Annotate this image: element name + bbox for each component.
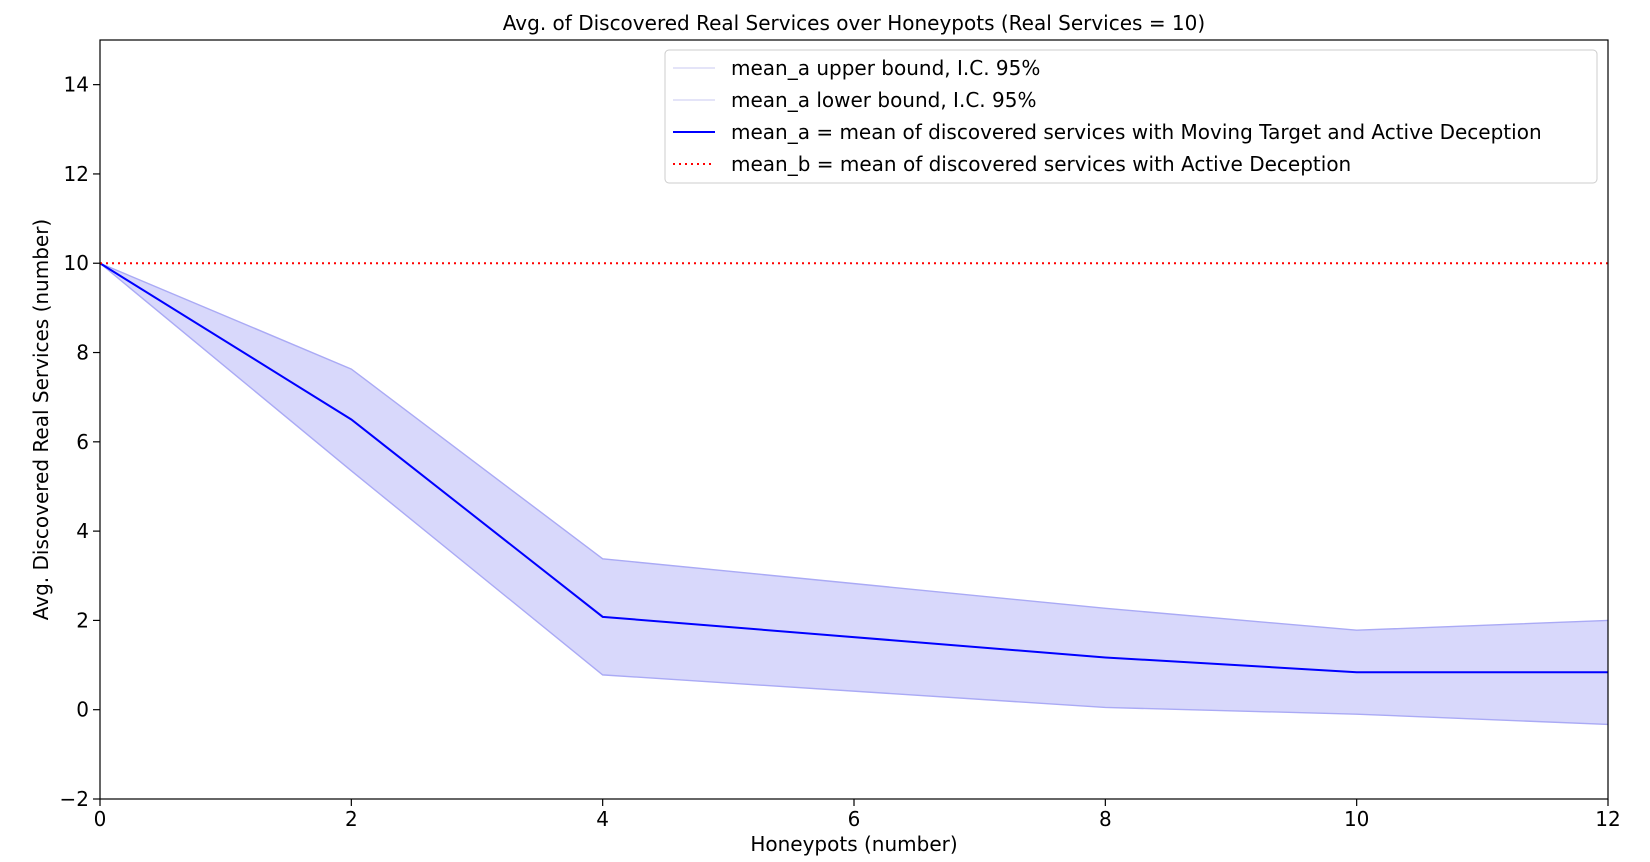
x-tick-label: 6 <box>848 807 861 831</box>
y-tick-label: 12 <box>64 162 89 186</box>
x-tick-label: 12 <box>1595 807 1620 831</box>
y-tick-label: 10 <box>64 251 89 275</box>
y-tick-label: 4 <box>76 519 89 543</box>
mean-a-line <box>99 262 1608 674</box>
confidence-band-layer <box>100 263 1608 725</box>
legend-entry-label: mean_b = mean of discovered services wit… <box>731 152 1351 176</box>
legend-entry-label: mean_a upper bound, I.C. 95% <box>731 56 1040 80</box>
y-tick-label: 0 <box>76 698 89 722</box>
x-tick-label: 10 <box>1344 807 1369 831</box>
series-layer <box>99 262 1609 726</box>
upper-bound-line <box>99 262 1609 631</box>
lower-bound-line <box>99 262 1609 726</box>
y-axis-ticks: −2 0 2 4 6 8 10 12 14 <box>60 73 100 811</box>
y-tick-label: 14 <box>64 73 89 97</box>
x-axis-label: Honeypots (number) <box>750 832 957 856</box>
y-tick-label: −2 <box>60 787 89 811</box>
legend-entry-label: mean_a lower bound, I.C. 95% <box>731 88 1036 112</box>
x-axis-ticks: 0 2 4 6 8 10 12 <box>94 799 1621 831</box>
x-tick-label: 4 <box>596 807 609 831</box>
legend: mean_a upper bound, I.C. 95% mean_a lower… <box>664 49 1598 184</box>
x-tick-label: 8 <box>1099 807 1112 831</box>
chart-title: Avg. of Discovered Real Services over Ho… <box>503 11 1205 35</box>
y-axis-label: Avg. Discovered Real Services (number) <box>29 219 53 620</box>
legend-box <box>664 49 1598 184</box>
y-tick-label: 2 <box>76 608 89 632</box>
confidence-band-fill <box>100 263 1608 725</box>
x-tick-label: 0 <box>94 807 107 831</box>
y-tick-label: 8 <box>76 341 89 365</box>
legend-entry-label: mean_a = mean of discovered services wit… <box>731 120 1542 144</box>
x-tick-label: 2 <box>345 807 358 831</box>
y-tick-label: 6 <box>76 430 89 454</box>
